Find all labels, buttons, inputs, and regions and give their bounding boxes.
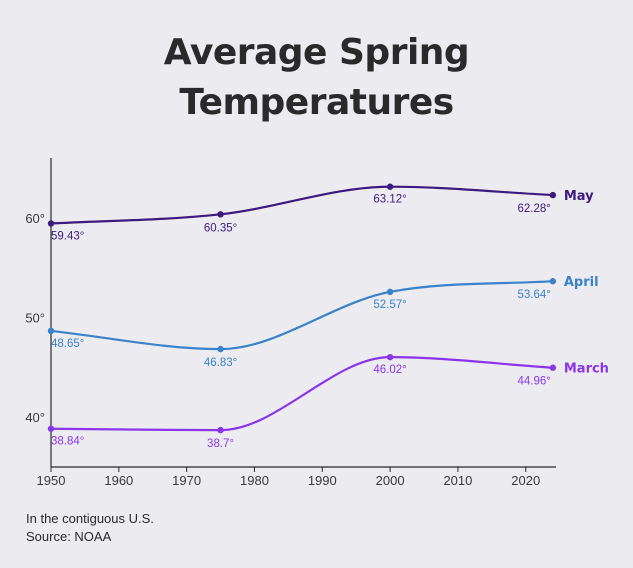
- point-may-1975: [217, 211, 224, 218]
- x-tick-label-1960: 1960: [104, 473, 133, 488]
- point-may-2000: [386, 183, 394, 190]
- point-april-1975: [217, 345, 224, 353]
- point-march-2024: [549, 364, 557, 371]
- data-label-march-2000: 46.02°: [373, 364, 406, 376]
- point-march-1975: [217, 426, 224, 434]
- x-tick-label-2000: 2000: [376, 473, 405, 488]
- footnote-region: In the contiguous U.S.: [26, 511, 154, 526]
- data-label-may-2000: 63.12°: [373, 194, 406, 206]
- x-tick-label-1990: 1990: [308, 473, 337, 488]
- data-label-march-1950: 38.84°: [51, 436, 84, 448]
- chart-title-line-1: Average Spring: [163, 32, 470, 73]
- chart-title: Average Spring Temperatures: [0, 28, 633, 128]
- y-tick-label-60: 60°: [25, 211, 45, 226]
- footnote-source: Source: NOAA: [26, 529, 112, 544]
- data-label-april-2024: 53.64°: [517, 289, 550, 301]
- point-april-2024: [549, 278, 557, 285]
- x-tick-label-1980: 1980: [240, 473, 269, 488]
- data-label-april-2000: 52.57°: [373, 299, 406, 311]
- y-tick-label-50: 50°: [25, 310, 45, 325]
- point-april-1950: [47, 327, 55, 335]
- x-tick-label-2010: 2010: [443, 473, 472, 488]
- data-label-april-1950: 48.65°: [51, 338, 84, 350]
- point-may-1950: [47, 220, 55, 227]
- series-label-march: March: [564, 362, 609, 377]
- data-label-may-2024: 62.28°: [517, 203, 550, 215]
- data-label-march-2024: 44.96°: [517, 376, 550, 388]
- series-label-april: April: [564, 275, 599, 290]
- y-tick-label-40: 40°: [25, 410, 45, 425]
- footnote: In the contiguous U.S. Source: NOAA: [26, 510, 154, 546]
- data-label-march-1975: 38.7°: [207, 438, 234, 450]
- data-label-may-1950: 59.43°: [51, 230, 84, 242]
- point-april-2000: [386, 288, 394, 296]
- data-label-may-1975: 60.35°: [204, 222, 237, 234]
- point-march-1950: [47, 425, 55, 432]
- point-may-2024: [549, 191, 557, 199]
- x-tick-label-2020: 2020: [511, 473, 540, 488]
- series-line-may: [49, 185, 554, 225]
- series-line-april: [49, 280, 554, 351]
- series-label-may: May: [564, 189, 594, 204]
- series-line-march: [49, 356, 554, 432]
- x-tick-label-1970: 1970: [172, 473, 201, 488]
- data-label-april-1975: 46.83°: [204, 357, 237, 369]
- chart-title-line-2: Temperatures: [179, 82, 454, 123]
- x-tick-label-1950: 1950: [37, 473, 66, 488]
- point-march-2000: [386, 353, 394, 361]
